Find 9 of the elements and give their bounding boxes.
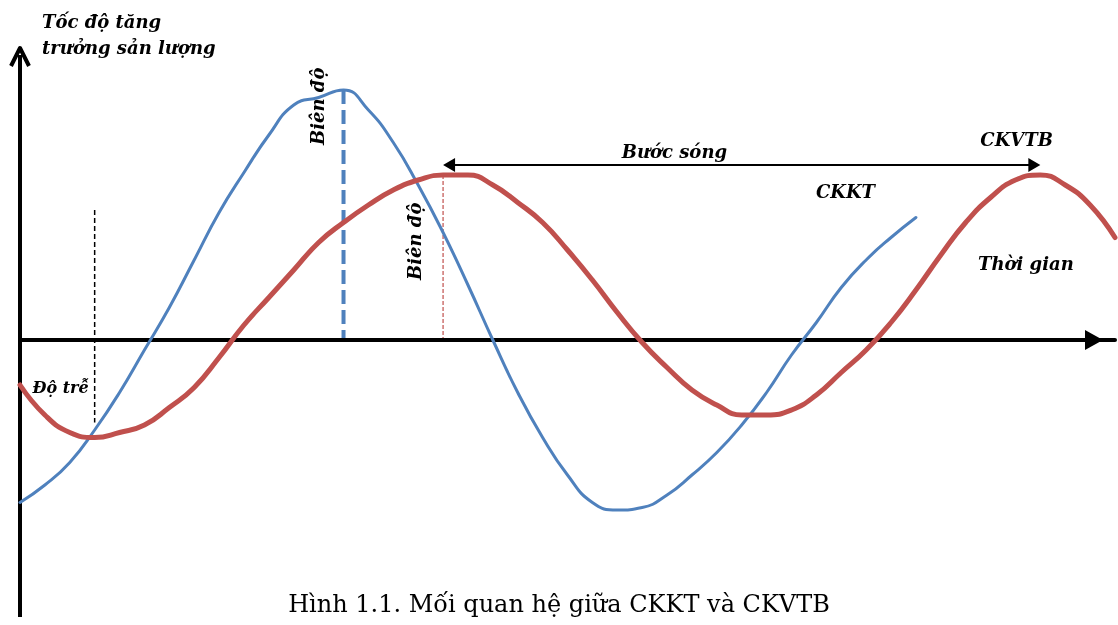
annotation: Bước sóng: [620, 141, 728, 162]
text: CKKT: [815, 181, 877, 202]
annotation: Độ trễ: [31, 376, 89, 397]
series-label: CKVTB: [980, 128, 1053, 150]
annotation: Biên độ: [404, 202, 426, 281]
annotation: Biên độ: [306, 67, 328, 146]
x-axis-title: Thời gian: [978, 253, 1074, 274]
y-axis-title: Tốc độ tăng trưởng sản lượng: [42, 11, 216, 58]
text: Hình 1.1. Mối quan hệ giữa CKKT và CKVTB: [288, 590, 830, 618]
